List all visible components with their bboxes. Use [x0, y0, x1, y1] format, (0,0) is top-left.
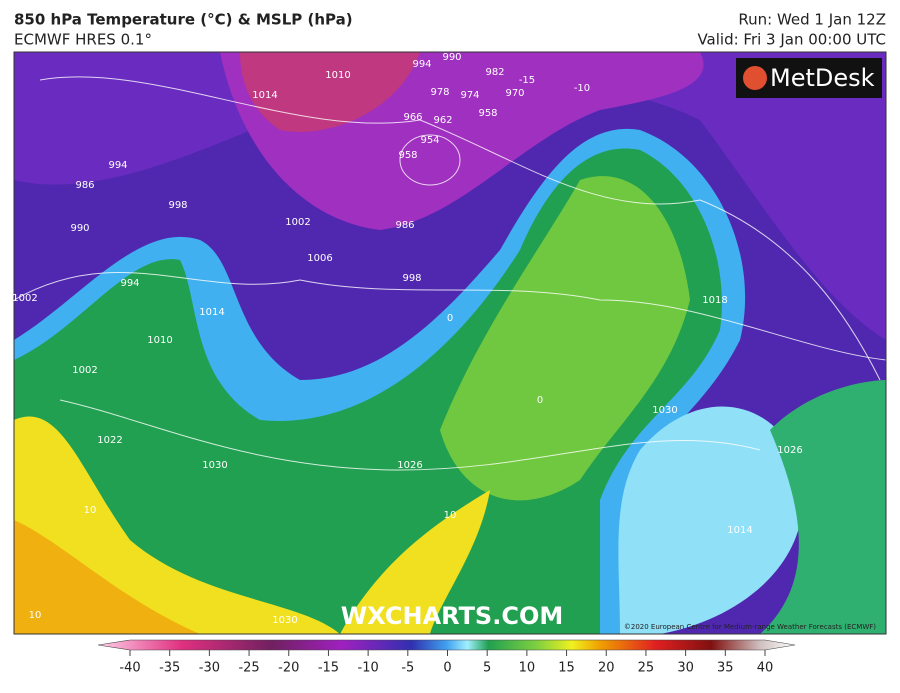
isobar-label: 990 [442, 52, 461, 63]
colorbar-tick-label: 40 [757, 661, 774, 676]
isobar-label: 954 [420, 135, 439, 146]
watermark: WXCHARTS.COM [341, 602, 563, 630]
colorbar-tick-label: 10 [519, 661, 536, 676]
run-time: Run: Wed 1 Jan 12Z [738, 11, 886, 29]
isobar-label: 1026 [397, 460, 422, 471]
isobar-label: 1014 [252, 90, 277, 101]
isobar-label: 0 [537, 395, 543, 406]
subtitle: ECMWF HRES 0.1° [14, 31, 152, 49]
colorbar-tick-label: -10 [358, 661, 379, 676]
colorbar-tick-label: 35 [717, 661, 734, 676]
isobar-label: 962 [433, 115, 452, 126]
isobar-label: 994 [120, 278, 139, 289]
isobar-labels: 9949869909981002994101010021014102210301… [12, 52, 802, 626]
isobar-label: 1018 [702, 295, 727, 306]
isobar-label: 990 [70, 223, 89, 234]
isobar-label: 986 [75, 180, 94, 191]
copyright: ©2020 European Centre for Medium-range W… [624, 623, 876, 631]
isobar-label: 998 [168, 200, 187, 211]
isobar-label: 1030 [652, 405, 677, 416]
isobar-label: 1010 [147, 335, 172, 346]
isobar-label: 958 [478, 108, 497, 119]
isobar-label: 1030 [202, 460, 227, 471]
isobar-label: 1026 [777, 445, 802, 456]
colorbar-tick-label: -20 [278, 661, 299, 676]
colorbar-tick-label: 15 [558, 661, 575, 676]
isobar-label: 998 [402, 273, 421, 284]
isobar-label: 1010 [325, 70, 350, 81]
isobar-label: 1030 [272, 615, 297, 626]
isobar-label: 1014 [727, 525, 752, 536]
isobar-label: 0 [447, 313, 453, 324]
isobar-label: -15 [519, 75, 535, 86]
isobar-label: 10 [444, 510, 457, 521]
isobar-label: 978 [430, 87, 449, 98]
isobar-label: 1006 [307, 253, 332, 264]
colorbar-tick-label: -15 [318, 661, 339, 676]
title: 850 hPa Temperature (°C) & MSLP (hPa) [14, 11, 353, 29]
colorbar-tick-label: -30 [199, 661, 220, 676]
isobar-label: 982 [485, 67, 504, 78]
isobar-label: 966 [403, 112, 422, 123]
isobar-label: 1014 [199, 307, 224, 318]
colorbar-tick-label: -5 [401, 661, 414, 676]
colorbar-tick-label: 5 [483, 661, 491, 676]
colorbar-tick-label: 0 [443, 661, 451, 676]
colorbar [97, 639, 796, 651]
colorbar-tick-label: -40 [119, 661, 140, 676]
colorbar-tick-label: 20 [598, 661, 615, 676]
logo: MetDesk [770, 64, 875, 92]
colorbar-tick-label: -25 [238, 661, 259, 676]
isobar-label: 970 [505, 88, 524, 99]
colorbar-tick-label: 30 [677, 661, 694, 676]
isobar-label: 994 [108, 160, 127, 171]
isobar-label: 1022 [97, 435, 122, 446]
isobar-label: 1002 [285, 217, 310, 228]
colorbar-tick-label: -35 [159, 661, 180, 676]
isobar-label: 10 [29, 610, 42, 621]
isobar-label: 1002 [72, 365, 97, 376]
colorbar-tick-label: 25 [638, 661, 655, 676]
isobar-label: 986 [395, 220, 414, 231]
isobar-label: 994 [412, 59, 431, 70]
isobar-label: 974 [460, 90, 479, 101]
isobar-label: 1002 [12, 293, 37, 304]
logo-icon [743, 66, 767, 90]
valid-time: Valid: Fri 3 Jan 00:00 UTC [697, 31, 886, 49]
isobar-label: -10 [574, 83, 590, 94]
colorbar-ticks: -40 -35 -30 -25 -20 -15 -10 -5 0 5 10 15 20 25 30 35 40 [119, 650, 773, 676]
map-frame [13, 51, 887, 635]
isobar-label: 10 [84, 505, 97, 516]
isobar-label: 958 [398, 150, 417, 161]
map-area [14, 52, 886, 634]
